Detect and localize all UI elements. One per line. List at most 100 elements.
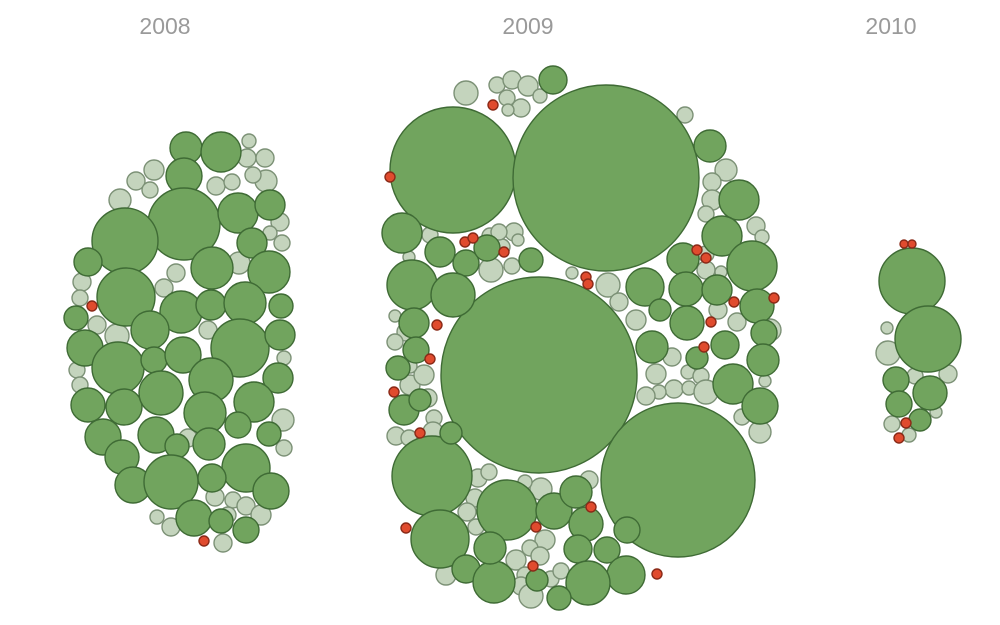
- bubble-2009-large-2: [440, 276, 638, 474]
- bubble-2010-highlight-1: [907, 239, 917, 249]
- bubble-2010-large-4: [885, 390, 913, 418]
- bubble-2008-small-8: [255, 148, 275, 168]
- bubble-2009-highlight-21: [651, 568, 663, 580]
- bubble-2009-large-15: [518, 247, 544, 273]
- bubble-2009-large-49: [439, 421, 463, 445]
- bubble-2009-small-22: [565, 266, 579, 280]
- bubble-2009-large-9: [381, 212, 423, 254]
- bubble-2009-small-4: [532, 88, 548, 104]
- bubble-2008-large-26: [70, 387, 106, 423]
- bubble-2009-large-28: [710, 330, 740, 360]
- year-label-2009: 2009: [502, 13, 553, 39]
- bubble-2009-small-6: [511, 98, 531, 118]
- bubble-2009-small-48: [636, 386, 656, 406]
- bubble-2009-large-45: [565, 560, 611, 606]
- bubble-2009-large-50: [408, 388, 432, 412]
- bubble-2008-large-13: [195, 289, 227, 321]
- bubble-2008-large-45: [256, 421, 282, 447]
- bubble-2008-large-10: [190, 246, 234, 290]
- bubble-2008-large-44: [232, 516, 260, 544]
- bubble-2009-large-30: [712, 363, 754, 405]
- bubble-2008-large-27: [105, 388, 143, 426]
- bubble-2009-small-36: [413, 364, 435, 386]
- bubble-2009-small-9: [714, 158, 738, 182]
- bubble-2010-large-0: [878, 247, 946, 315]
- bubble-2008-small-5: [223, 173, 241, 191]
- bubble-2010-small-3: [880, 321, 894, 335]
- bubble-2008-large-25: [262, 362, 294, 394]
- bubble-2008-large-36: [164, 433, 190, 459]
- bubble-2009-small-65: [530, 546, 550, 566]
- bubble-2009-highlight-10: [768, 292, 780, 304]
- bubble-2008-small-36: [213, 533, 233, 553]
- bubble-2009-large-33: [391, 435, 473, 517]
- bubble-2008-large-33: [192, 427, 226, 461]
- bubble-2008-small-1: [143, 159, 165, 181]
- bubble-2008-large-19: [264, 319, 296, 351]
- bubble-2009-highlight-20: [527, 560, 539, 572]
- bubble-2009-large-14: [430, 272, 476, 318]
- bubble-2008-small-3: [141, 181, 159, 199]
- bubble-2008-large-15: [268, 293, 294, 319]
- bubble-2010-highlight-3: [893, 432, 905, 444]
- bubble-2009-large-29: [750, 319, 778, 347]
- bubble-2008-large-16: [63, 305, 89, 331]
- bubble-2008-small-34: [149, 509, 165, 525]
- bubble-2009-highlight-8: [700, 252, 712, 264]
- bubble-2009-small-12: [697, 205, 715, 223]
- bubble-2008-large-34: [224, 411, 252, 439]
- bubble-2009-large-43: [593, 536, 621, 564]
- bubble-2009-highlight-16: [414, 427, 426, 439]
- bubble-2009-large-1: [512, 84, 700, 272]
- bubble-2009-small-30: [727, 312, 747, 332]
- bubble-2009-small-23: [595, 272, 621, 298]
- bubble-2009-small-61: [457, 502, 477, 522]
- bubble-2010-large-3: [912, 375, 948, 411]
- bubble-2009-small-8: [676, 106, 694, 124]
- bubble-2009-highlight-0: [384, 171, 396, 183]
- bubble-2008-small-0: [126, 171, 146, 191]
- bubble-2009-small-25: [625, 309, 647, 331]
- bubble-2008-large-1: [200, 131, 242, 173]
- bubble-2009-large-22: [402, 336, 430, 364]
- bubble-2009-highlight-6: [582, 278, 594, 290]
- bubble-2009-large-42: [563, 534, 593, 564]
- bubble-2009-large-27: [669, 305, 705, 341]
- bubble-2009-large-31: [746, 343, 780, 377]
- bubble-2009-large-11: [452, 249, 480, 277]
- bubble-2009-large-4: [538, 65, 568, 95]
- bubble-2009-large-3: [600, 402, 756, 558]
- cluster-2009: [381, 65, 782, 611]
- bubble-2008-small-28: [275, 439, 293, 457]
- bubble-2008-highlight-1: [198, 535, 210, 547]
- bubble-2009-small-73: [490, 223, 508, 241]
- bubble-2009-large-13: [386, 259, 438, 311]
- bubble-2009-small-24: [609, 292, 629, 312]
- bubble-2009-large-10: [424, 236, 456, 268]
- bubble-2009-highlight-1: [487, 99, 499, 111]
- bubble-2009-large-26: [648, 298, 672, 322]
- bubble-2009-large-48: [525, 568, 549, 592]
- bubble-2009-small-19: [478, 257, 504, 283]
- bubble-2009-highlight-12: [698, 341, 710, 353]
- bubble-2009-highlight-17: [400, 522, 412, 534]
- bubble-2009-highlight-7: [691, 244, 703, 256]
- bubble-2009-highlight-13: [431, 319, 443, 331]
- bubble-2009-large-34: [410, 509, 470, 569]
- bubble-2008-large-11: [96, 267, 156, 327]
- bubble-2008-large-7: [236, 227, 268, 259]
- bubble-2009-small-54: [758, 374, 772, 388]
- bubble-2008-large-5: [217, 192, 259, 234]
- bubble-2009-large-20: [739, 288, 775, 324]
- bubble-2008-large-8: [247, 250, 291, 294]
- bubble-2008-large-42: [175, 499, 213, 537]
- bubble-2009-highlight-3: [467, 232, 479, 244]
- bubble-2010-large-1: [894, 305, 962, 373]
- bubble-2009-large-25: [635, 330, 669, 364]
- bubble-2009-large-7: [701, 215, 743, 257]
- bubble-2009-large-47: [613, 516, 641, 544]
- bubble-2009-small-10: [702, 172, 722, 192]
- bubble-2009-large-21: [398, 307, 430, 339]
- bubble-2009-highlight-4: [498, 246, 510, 258]
- bubble-2009-large-44: [606, 555, 646, 595]
